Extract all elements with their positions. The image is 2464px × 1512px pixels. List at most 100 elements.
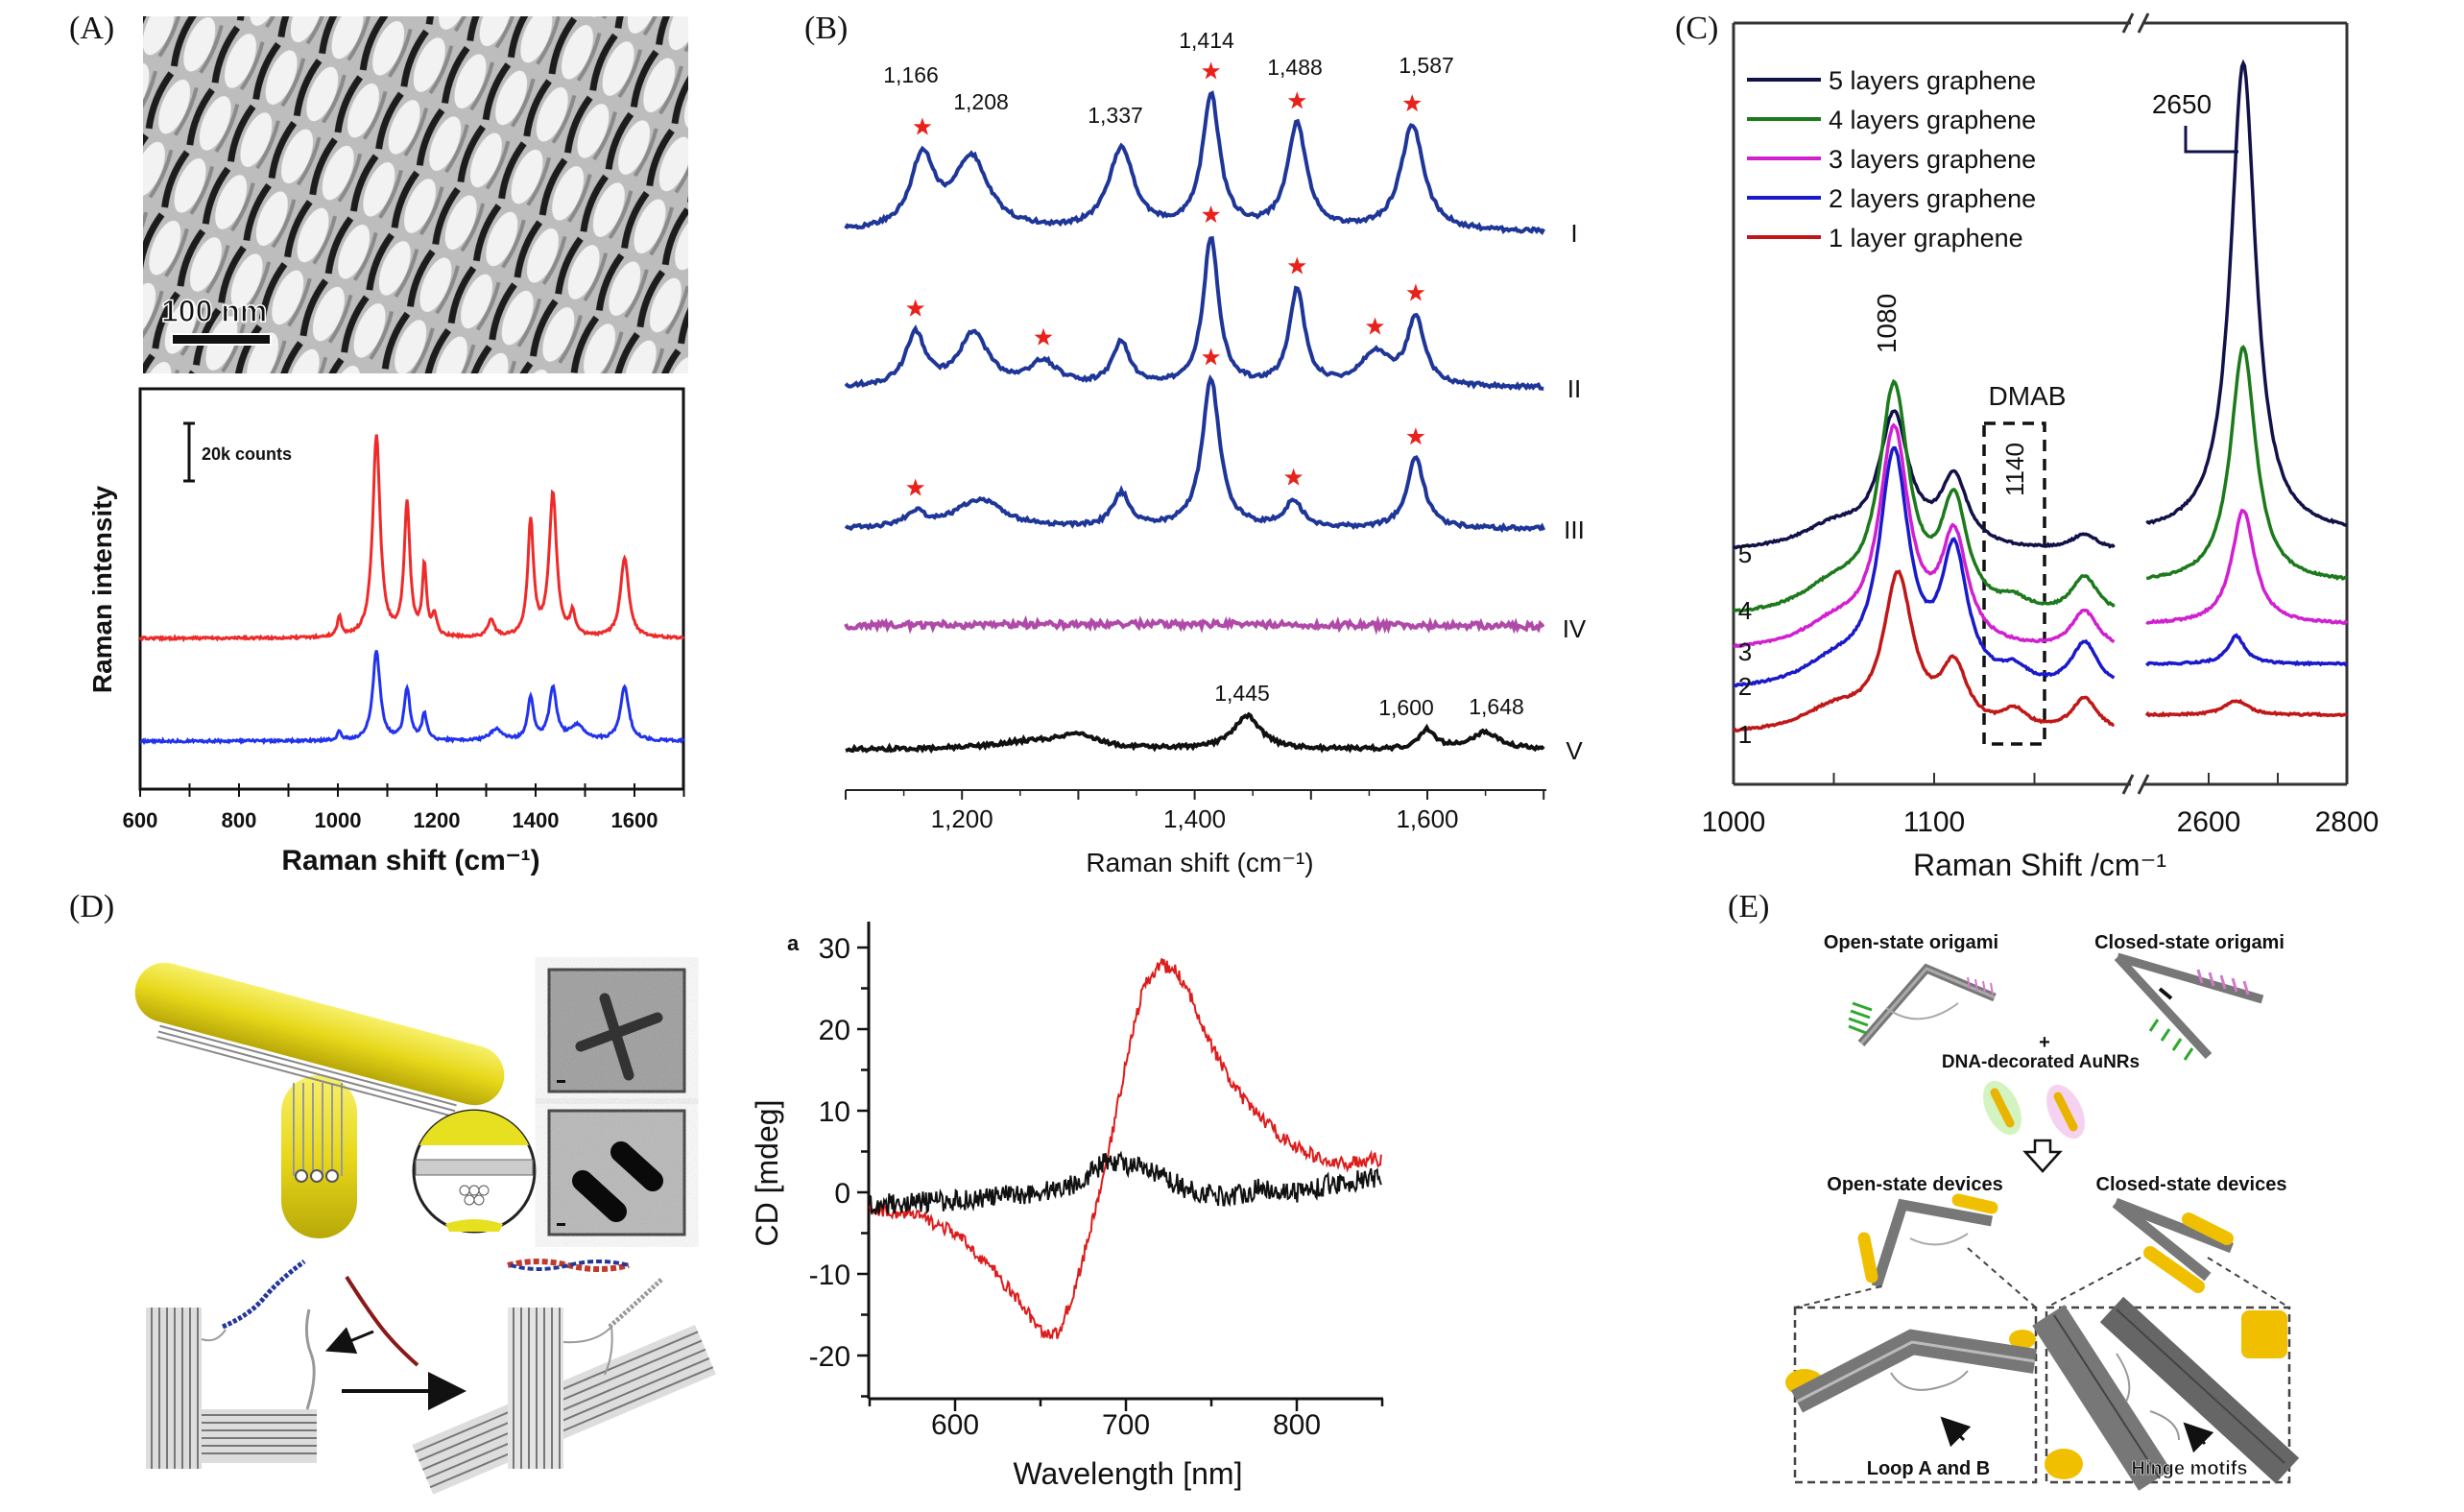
peak-label: 1,166 (883, 62, 939, 87)
hinge-zoom-inset: Hinge motifs (2032, 1296, 2300, 1491)
y-tick-label: 0 (834, 1178, 850, 1210)
curve-number-label: 5 (1738, 540, 1752, 568)
corner-label: a (787, 931, 800, 955)
down-arrow-icon (2022, 1139, 2063, 1173)
aunrs-label: DNA-decorated AuNRs (1942, 1052, 2140, 1072)
peak-star-marker (1406, 283, 1425, 301)
x-axis-label: Wavelength [nm] (1014, 1456, 1243, 1491)
spectrum-line-I (844, 90, 1545, 236)
y-axis-label: CD [mdeg] (750, 1100, 784, 1247)
sem-texture (143, 16, 688, 373)
y-tick-label: 20 (819, 1015, 850, 1046)
spectrum-line-IV (844, 614, 1545, 636)
peak-label: 1,488 (1267, 55, 1323, 80)
x-axis-label: Raman shift (cm⁻¹) (281, 845, 539, 876)
open-devices-label: Open-state devices (1827, 1174, 2002, 1195)
intensity-scale-bar: 20k counts (183, 421, 292, 483)
zoom-circle-inset (412, 1109, 537, 1234)
x-tick-label: 1000 (1702, 806, 1766, 838)
open-origami-label: Open-state origami (1824, 932, 1998, 953)
closed-devices-label: Closed-state devices (2096, 1174, 2287, 1195)
x-tick-label: 700 (1102, 1409, 1150, 1441)
sem-image: 100 nm (143, 16, 688, 373)
curve-number-label: 1 (1738, 720, 1752, 749)
cd-line-1 (869, 1150, 1382, 1215)
series-label-III: III (1564, 516, 1585, 544)
x-tick-label: 1400 (513, 808, 560, 832)
spectrum-line-V (845, 711, 1545, 755)
dna-decorated-aunrs (1983, 1080, 2085, 1140)
x-tick-label: 800 (1273, 1409, 1321, 1441)
annotation-dmab: DMAB (1989, 381, 2067, 411)
spectrum-left-4 (1733, 378, 2116, 613)
annotation-1140: 1140 (2000, 443, 2029, 496)
plot-frame (138, 387, 685, 791)
series-label-V: V (1566, 736, 1583, 765)
peak-star-marker (1402, 94, 1422, 112)
loop-zoom-inset: Loop A and B (1785, 1306, 2038, 1484)
chart-d-cd-spectrum: a Wavelength [nm] CD [mdeg] 600 700 800 -20… (750, 922, 1384, 1491)
panel-label-a: (A) (69, 11, 114, 46)
plot-frame (1732, 21, 2349, 786)
x-tick-label: 600 (123, 808, 158, 832)
loop-label: Loop A and B (1867, 1458, 1991, 1479)
series-label-I: I (1570, 219, 1577, 248)
peak-star-marker (1202, 61, 1221, 80)
closed-origami-label: Closed-state origami (2094, 932, 2285, 953)
x-tick-label: 2600 (2177, 806, 2241, 838)
peak-label: 1,445 (1214, 681, 1270, 706)
peak-star-marker (1406, 427, 1425, 445)
plus-sign: + (2039, 1032, 2050, 1053)
hinge-label: Hinge motifs (2131, 1458, 2247, 1479)
y-tick-label: -10 (809, 1260, 850, 1291)
open-origami-drawing (1848, 963, 1997, 1046)
scale-bar-text: 20k counts (202, 444, 292, 464)
peak-star-marker (906, 299, 925, 317)
peak-star-marker (1365, 317, 1384, 335)
curve-number-label: 4 (1738, 596, 1752, 625)
origami-after-hybridization (412, 1259, 716, 1495)
axis-break-marks (2121, 12, 2150, 795)
spectrum-right-4 (2145, 344, 2348, 581)
cd-line-0 (869, 958, 1382, 1340)
peak-star-marker (913, 117, 932, 135)
nanorod-origami-illustration (134, 962, 716, 1495)
spectrum-left-3 (1733, 422, 2116, 649)
peak-star-marker (1034, 327, 1053, 346)
x-tick-label: 1100 (1903, 806, 1966, 838)
peak-label: 1,208 (953, 89, 1009, 114)
annotation-2650-bracket (2184, 126, 2238, 154)
curve-number-label: 3 (1738, 637, 1752, 666)
spectrum-line-0 (138, 434, 685, 643)
spectrum-left-1 (1733, 569, 2115, 732)
peak-label: 1,414 (1179, 28, 1234, 53)
spectrum-right-1 (2144, 698, 2348, 718)
dmab-dashed-box (1982, 421, 2046, 746)
peak-label: 1,648 (1469, 694, 1524, 719)
annotation-1080: 1080 (1872, 294, 1902, 353)
panel-label-e: (E) (1728, 889, 1769, 924)
peak-star-marker (1287, 256, 1306, 275)
annotation-2650: 2650 (2152, 89, 2212, 119)
y-tick-label: -20 (809, 1341, 850, 1373)
legend-entry: 3 layers graphene (1829, 145, 2036, 174)
spectrum-right-2 (2144, 633, 2348, 667)
curve-number-label: 2 (1738, 672, 1752, 701)
spectrum-line-III (844, 373, 1546, 534)
x-tick-label: 1,200 (931, 804, 993, 833)
peak-star-marker (906, 478, 925, 496)
x-tick-label: 1600 (611, 808, 658, 832)
peak-star-marker (1202, 348, 1221, 366)
zoom-guide-lines (1794, 1247, 2290, 1308)
peak-star-marker (1287, 91, 1306, 109)
origami-device-schematic: Open-state origami Closed-state origami … (1785, 932, 2300, 1491)
spectrum-left-2 (1733, 445, 2116, 688)
peak-label: 1,587 (1399, 53, 1454, 78)
panel-label-b: (B) (804, 11, 848, 46)
panel-label-c: (C) (1675, 11, 1718, 46)
chart-a-raman: Raman shift (cm⁻¹) Raman intensity 20k c… (87, 387, 685, 876)
peak-label: 1,600 (1378, 695, 1434, 720)
spectrum-right-5 (2145, 59, 2348, 527)
x-tick-label: 1000 (315, 808, 362, 832)
